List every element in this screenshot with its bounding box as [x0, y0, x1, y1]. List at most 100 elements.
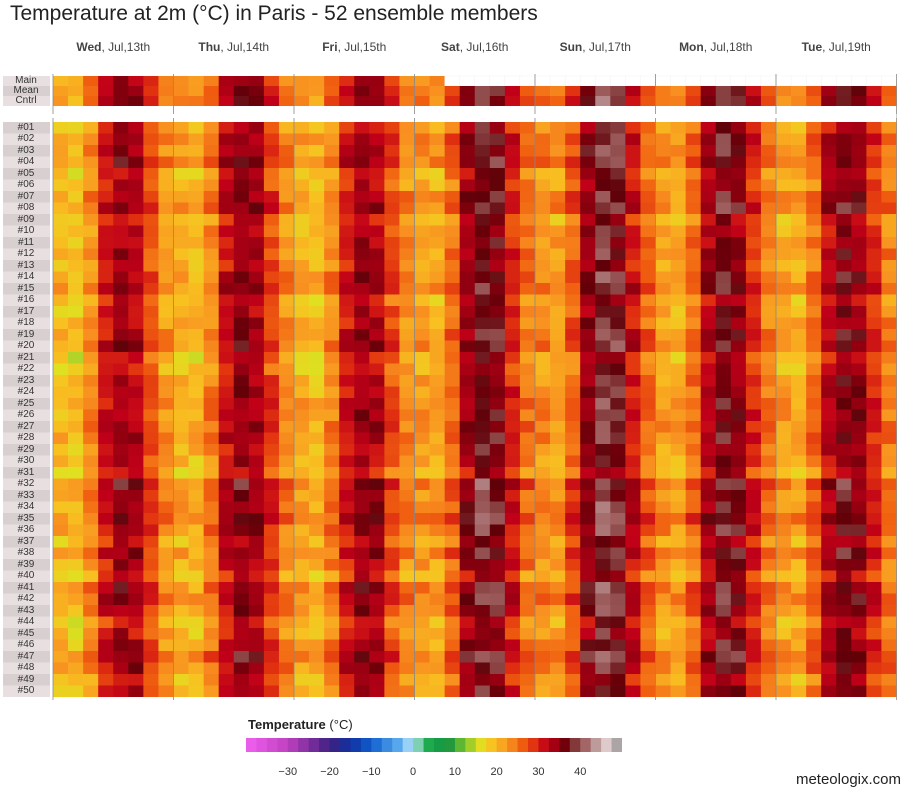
heatmap-cell	[745, 536, 762, 548]
heatmap-cell	[474, 628, 491, 640]
credit-link[interactable]: meteologix.com	[795, 771, 901, 788]
heatmap-cell	[535, 340, 551, 352]
heatmap-cell	[655, 317, 671, 329]
heatmap-cell	[715, 593, 732, 605]
heatmap-cell	[610, 398, 626, 410]
heatmap-cell	[489, 260, 506, 272]
heatmap-cell	[263, 605, 280, 617]
heatmap-cell	[550, 593, 566, 605]
heatmap-cell	[806, 536, 822, 548]
heatmap-cell	[444, 306, 460, 318]
heatmap-cell	[760, 444, 777, 456]
heatmap-cell	[866, 639, 882, 651]
heatmap-cell	[821, 156, 837, 168]
heatmap-cell	[700, 214, 717, 226]
heatmap-cell	[324, 490, 340, 502]
heatmap-cell	[324, 191, 340, 203]
heatmap-cell	[324, 421, 340, 433]
heatmap-cell	[700, 685, 717, 697]
heatmap-cell	[685, 444, 701, 456]
heatmap-cell	[143, 122, 159, 134]
heatmap-cell	[836, 386, 852, 398]
heatmap-cell	[760, 593, 777, 605]
heatmap-cell	[459, 490, 476, 502]
heatmap-cell	[866, 283, 882, 295]
heatmap-cell	[881, 329, 897, 341]
heatmap-cell	[324, 559, 340, 571]
heatmap-cell	[670, 237, 686, 249]
heatmap-cell	[851, 524, 867, 536]
color-scale-segment	[319, 738, 331, 752]
heatmap-cell	[881, 306, 897, 318]
heatmap-cell	[128, 283, 144, 295]
heatmap-cell	[821, 547, 837, 559]
heatmap-cell	[188, 593, 204, 605]
heatmap-cell	[188, 306, 204, 318]
heatmap-cell	[98, 398, 114, 410]
heatmap-cell	[83, 593, 99, 605]
heatmap-cell	[489, 145, 506, 157]
row-label: #39	[17, 558, 35, 570]
row-label-bg	[3, 225, 50, 237]
heatmap-cell	[399, 547, 415, 559]
heatmap-cell	[760, 432, 777, 444]
heatmap-cell	[158, 352, 174, 364]
heatmap-cell	[670, 501, 686, 513]
heatmap-cell	[158, 536, 174, 548]
heatmap-cell	[414, 179, 430, 191]
heatmap-cell	[565, 237, 581, 249]
heatmap-cell	[550, 478, 566, 490]
heatmap-cell	[339, 329, 355, 341]
heatmap-cell	[158, 593, 174, 605]
heatmap-cell	[324, 398, 340, 410]
heatmap-cell	[429, 547, 445, 559]
heatmap-cell	[98, 329, 114, 341]
heatmap-cell	[339, 283, 355, 295]
heatmap-cell	[851, 329, 867, 341]
heatmap-cell	[248, 260, 265, 272]
heatmap-cell	[700, 145, 717, 157]
heatmap-cell	[625, 478, 641, 490]
heatmap-cell	[233, 260, 250, 272]
heatmap-cell	[519, 490, 536, 502]
heatmap-cell	[53, 674, 69, 686]
heatmap-cell	[278, 432, 295, 444]
heatmap-cell	[700, 501, 717, 513]
color-scale-segment	[434, 738, 445, 752]
heatmap-cell	[776, 685, 792, 697]
heatmap-cell	[324, 133, 340, 145]
heatmap-cell	[248, 639, 265, 651]
heatmap-cell	[791, 662, 807, 674]
heatmap-cell	[700, 628, 717, 640]
heatmap-cell	[324, 501, 340, 513]
heatmap-cell	[143, 133, 159, 145]
heatmap-cell	[836, 593, 852, 605]
heatmap-cell	[429, 237, 445, 249]
heatmap-cell	[414, 237, 430, 249]
heatmap-cell	[519, 237, 536, 249]
heatmap-cell	[98, 214, 114, 226]
heatmap-cell	[700, 444, 717, 456]
heatmap-cell	[384, 133, 400, 145]
heatmap-cell	[791, 375, 807, 387]
heatmap-cell	[806, 639, 822, 651]
heatmap-cell	[489, 455, 506, 467]
heatmap-cell	[188, 179, 204, 191]
heatmap-cell	[760, 570, 777, 582]
heatmap-cell	[881, 582, 897, 594]
heatmap-cell	[776, 444, 792, 456]
heatmap-cell	[128, 432, 144, 444]
heatmap-cell	[399, 432, 415, 444]
row-label-bg	[3, 490, 50, 502]
heatmap-cell	[821, 639, 837, 651]
heatmap-cell	[354, 501, 370, 513]
heatmap-cell	[655, 179, 671, 191]
heatmap-cell	[730, 593, 747, 605]
heatmap-cell	[278, 605, 295, 617]
heatmap-cell	[188, 432, 204, 444]
heatmap-cell	[98, 513, 114, 525]
heatmap-cell	[143, 237, 159, 249]
heatmap-cell	[309, 375, 325, 387]
heatmap-cell	[580, 421, 596, 433]
heatmap-cell	[263, 214, 280, 226]
